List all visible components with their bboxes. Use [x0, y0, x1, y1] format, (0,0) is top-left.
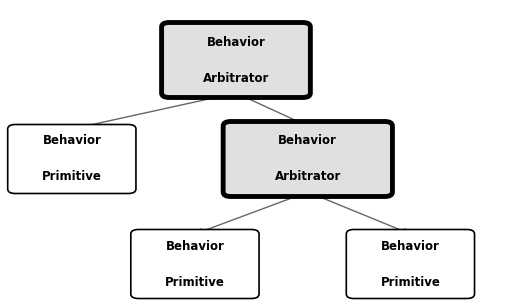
Text: Behavior

Arbitrator: Behavior Arbitrator — [203, 35, 269, 85]
FancyBboxPatch shape — [162, 22, 310, 98]
Text: Behavior

Primitive: Behavior Primitive — [381, 239, 440, 289]
FancyBboxPatch shape — [223, 122, 392, 196]
FancyBboxPatch shape — [131, 230, 259, 298]
FancyBboxPatch shape — [8, 124, 136, 194]
Text: Behavior

Primitive: Behavior Primitive — [42, 134, 102, 184]
FancyBboxPatch shape — [346, 230, 475, 298]
Text: Behavior

Arbitrator: Behavior Arbitrator — [274, 134, 341, 184]
Text: Behavior

Primitive: Behavior Primitive — [165, 239, 225, 289]
